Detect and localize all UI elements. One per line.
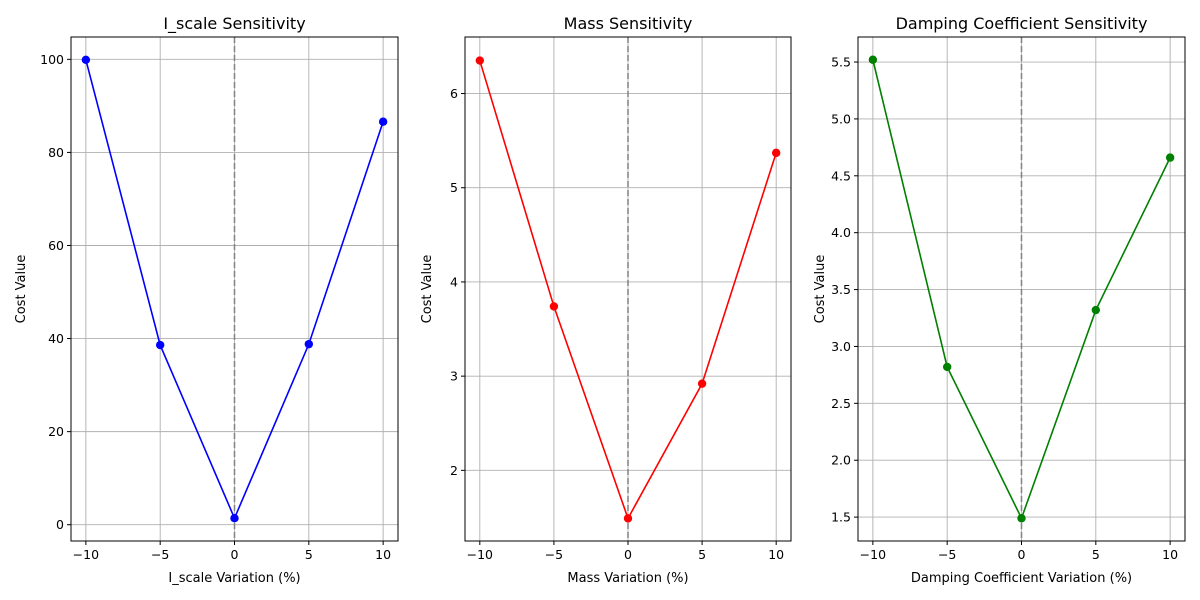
y-tick-label: 4	[450, 274, 458, 289]
y-tick-label: 2.0	[831, 453, 851, 468]
x-axis-label: I_scale Variation (%)	[168, 571, 300, 586]
x-axis-label: Mass Variation (%)	[567, 571, 688, 586]
data-point	[230, 513, 239, 523]
y-axis-label: Cost Value	[14, 255, 29, 324]
y-tick-label: 2.5	[831, 396, 851, 411]
x-tick-label: 10	[375, 547, 391, 562]
x-tick-label: 0	[231, 547, 239, 562]
y-tick-label: 6	[450, 86, 458, 101]
data-point	[697, 379, 707, 388]
x-tick-label: 5	[305, 547, 313, 562]
y-tick-label: 4.0	[831, 225, 851, 240]
y-tick-label: 100	[40, 52, 64, 67]
data-point	[155, 340, 165, 350]
x-axis-label: Damping Coefficient Variation (%)	[911, 571, 1132, 586]
chart-title: I_scale Sensitivity	[163, 14, 305, 34]
data-point	[1165, 153, 1175, 162]
y-tick-label: 80	[48, 145, 64, 160]
y-tick-label: 5.0	[831, 111, 851, 126]
chart-title: Mass Sensitivity	[564, 14, 693, 33]
y-tick-label: 5.5	[831, 55, 851, 70]
x-tick-label: −10	[860, 547, 886, 562]
data-point	[868, 55, 878, 64]
y-tick-label: 3.0	[831, 339, 851, 354]
y-tick-label: 0	[56, 517, 64, 532]
x-tick-label: −5	[545, 547, 563, 562]
x-tick-label: 0	[1018, 547, 1026, 562]
plot-frame	[464, 36, 792, 542]
chart-panel-2: −10 −5 0 5 10 2 3 4 5 6 Mass Sensitivity Mass Varia…	[420, 14, 792, 586]
x-tick-label: 10	[1162, 547, 1178, 562]
y-tick-label: 3.5	[831, 282, 851, 297]
y-tick-label: 2	[450, 463, 458, 478]
y-axis-label: Cost Value	[420, 255, 435, 324]
data-point	[475, 56, 485, 65]
x-tick-label: 0	[624, 547, 632, 562]
data-point	[378, 117, 388, 126]
y-tick-label: 1.5	[831, 510, 851, 525]
x-tick-label: −5	[938, 547, 956, 562]
data-point	[1017, 514, 1026, 523]
data-point	[81, 55, 91, 65]
plot-frame	[70, 36, 399, 542]
y-tick-label: 60	[48, 238, 64, 253]
y-axis-label: Cost Value	[813, 255, 828, 324]
x-tick-label: 10	[768, 547, 784, 562]
x-tick-label: 5	[1092, 547, 1100, 562]
data-point	[623, 514, 633, 523]
chart-title: Damping Coefficient Sensitivity	[896, 14, 1148, 33]
plot-frame	[857, 36, 1186, 542]
chart-panel-3: −10 −5 0 5 10 1.5 2.0 2.5 3.0 3.5 4.0 4.5 5.0 5.5 Damp…	[813, 14, 1186, 586]
x-tick-label: −10	[467, 547, 493, 562]
x-tick-label: 5	[698, 547, 706, 562]
y-tick-label: 20	[48, 424, 64, 439]
x-tick-label: −10	[73, 547, 99, 562]
y-tick-label: 4.5	[831, 168, 851, 183]
y-tick-label: 40	[48, 331, 64, 346]
y-tick-label: 5	[450, 180, 458, 195]
x-tick-label: −5	[151, 547, 169, 562]
data-point	[942, 362, 952, 372]
data-point	[549, 302, 559, 311]
y-tick-label: 3	[450, 369, 458, 384]
data-point	[1091, 305, 1101, 315]
data-point	[304, 339, 314, 349]
data-point	[771, 148, 781, 158]
